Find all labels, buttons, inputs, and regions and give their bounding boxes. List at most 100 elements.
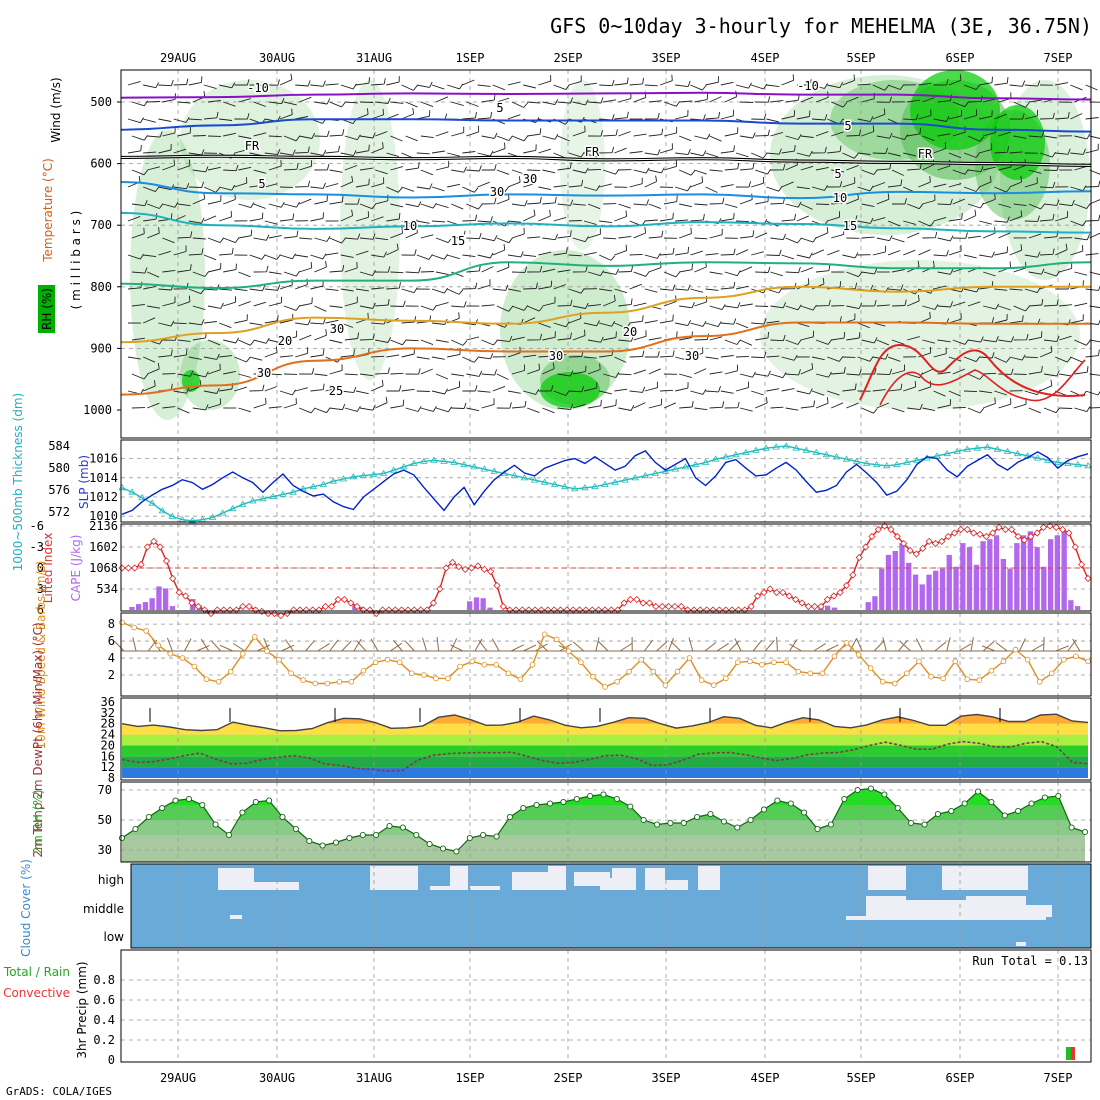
wind-barb xyxy=(751,351,767,359)
cape-frame xyxy=(120,523,1092,612)
wind-barb xyxy=(872,108,886,120)
wind-barb xyxy=(253,397,267,409)
wind-barb xyxy=(405,267,421,274)
thickness-line-marker xyxy=(158,507,167,514)
wind-barb xyxy=(386,243,399,256)
upper-air-frame xyxy=(120,69,1092,439)
wind-barb xyxy=(511,400,527,409)
lifted-index-line-marker xyxy=(792,595,800,604)
wind-barb xyxy=(299,132,316,139)
wind-barb xyxy=(131,303,145,307)
wind-barb xyxy=(815,299,831,307)
wind-barb xyxy=(599,220,613,224)
contour-label: -10 xyxy=(797,79,819,93)
wind-barb xyxy=(1013,101,1030,108)
thickness-line-marker xyxy=(792,444,800,451)
wind-barb xyxy=(219,118,233,121)
wind-barb xyxy=(188,217,205,224)
wind-barb xyxy=(815,339,833,345)
wind-barb xyxy=(663,195,678,205)
lifted-index-line-marker xyxy=(277,612,285,620)
wind-barb xyxy=(842,74,856,86)
wind-barb xyxy=(735,181,752,188)
wind-barb xyxy=(876,339,890,346)
wind-barb xyxy=(572,403,586,409)
wind-barb xyxy=(648,128,664,137)
wind-barb xyxy=(329,364,343,375)
wind-barb xyxy=(283,230,299,239)
wind-barb xyxy=(523,254,537,257)
wind-barb xyxy=(781,354,798,361)
lifted-index-line-marker xyxy=(925,537,933,545)
wind-barb xyxy=(751,152,768,159)
cape-bar xyxy=(1007,568,1013,610)
wind-barb xyxy=(1028,268,1045,275)
wind-barb xyxy=(223,101,236,107)
wind-speed-line-marker xyxy=(674,668,681,675)
wind-barb xyxy=(416,81,433,88)
wind-barb xyxy=(283,330,298,341)
wind-barb xyxy=(887,220,901,227)
wind-barb xyxy=(359,167,373,171)
wind-barb xyxy=(279,108,293,120)
lifted-index-line-marker xyxy=(480,565,488,573)
wind-barb xyxy=(435,339,449,343)
wind-barb xyxy=(203,111,219,120)
wind-barb xyxy=(755,96,771,103)
wind10m-barb xyxy=(329,639,339,652)
wind-barb xyxy=(507,220,521,223)
wind-barb xyxy=(572,365,587,375)
precip-tick-label: 0.2 xyxy=(93,1033,115,1047)
thickness-frame xyxy=(120,439,1092,523)
wind-barb xyxy=(234,356,251,363)
wind-barb xyxy=(538,148,551,154)
wind-barb xyxy=(223,337,240,344)
wind-barb xyxy=(481,197,497,205)
wind-barb xyxy=(492,186,509,193)
wind-barb xyxy=(781,254,795,260)
cloud-patch xyxy=(866,896,906,916)
lifted-index-line-marker xyxy=(620,599,628,607)
contour-label: 30 xyxy=(330,322,344,336)
cape-bar xyxy=(156,586,162,610)
isotherm-line xyxy=(120,261,1092,290)
lifted-index-line-marker xyxy=(938,537,946,545)
thickness-tick-label: 580 xyxy=(48,461,70,475)
wind-barb xyxy=(435,160,450,171)
lifted-index-line-marker xyxy=(391,606,399,614)
rh-high-area xyxy=(182,370,200,392)
wind-barb xyxy=(720,390,734,394)
wind-barb xyxy=(192,271,209,277)
wind-barb xyxy=(295,116,309,120)
thickness-line-marker xyxy=(812,448,821,455)
wind-barb xyxy=(705,321,722,328)
wind-barb xyxy=(690,150,707,157)
wind-barb xyxy=(583,220,597,225)
cloud-patch xyxy=(254,882,299,890)
rh-marker xyxy=(225,831,233,839)
wind-barb xyxy=(1028,169,1042,174)
wind-barb xyxy=(219,184,236,191)
wind-speed-line-marker xyxy=(517,676,524,683)
wind-barb xyxy=(219,288,233,291)
wind-barb xyxy=(1013,203,1027,207)
contour-label: 10 xyxy=(403,219,417,233)
lifted-index-line-marker xyxy=(703,606,711,614)
wind-barb xyxy=(963,152,981,158)
wind10m-barb xyxy=(284,639,294,652)
wind-barb xyxy=(375,237,389,241)
wind10m-barb xyxy=(734,638,742,652)
wind-barb xyxy=(922,368,935,375)
top-day-label: 5SEP xyxy=(847,51,876,65)
wind-barb xyxy=(177,231,193,239)
lifted-index-line-marker xyxy=(410,606,418,614)
wind-barb xyxy=(998,398,1012,409)
lifted-index-line-marker xyxy=(226,606,234,614)
wind-barb xyxy=(538,75,552,86)
wind-barb xyxy=(724,339,741,345)
lifted-index-line-marker xyxy=(461,565,469,573)
wind-barb xyxy=(963,390,978,393)
wind-barb xyxy=(268,201,285,208)
wind-barb xyxy=(827,82,844,89)
wind-barb xyxy=(375,367,390,375)
